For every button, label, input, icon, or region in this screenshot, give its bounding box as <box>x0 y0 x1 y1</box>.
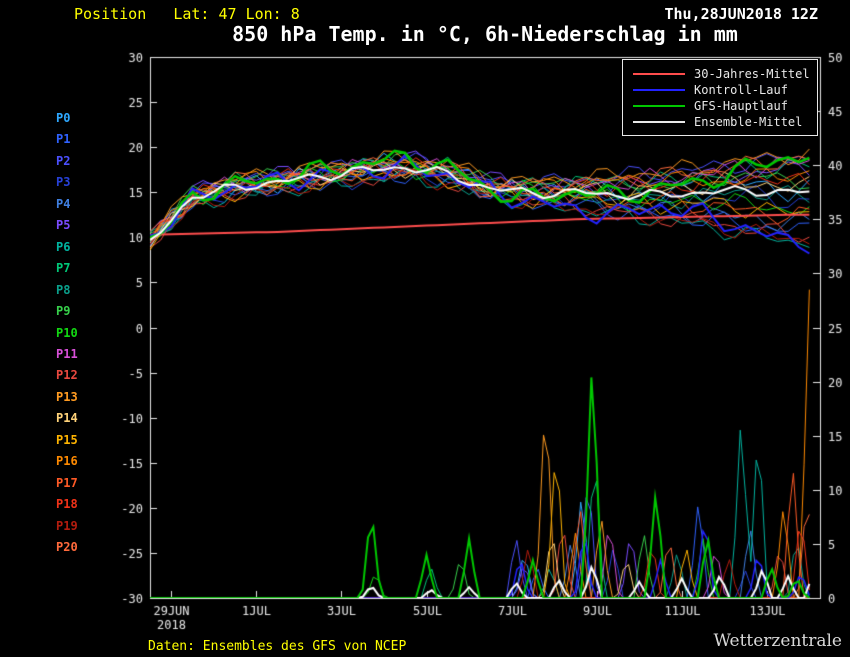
member-label-p15: P15 <box>56 432 78 447</box>
member-label-p11: P11 <box>56 346 78 361</box>
legend-label: GFS-Hauptlauf <box>694 99 788 113</box>
legend-line-swatch <box>633 121 685 123</box>
member-list: P0 P1 P2 P3 P4 P5 P6 P7 P8 P9 P10 P11 P12 P13 P14 P15 P1… <box>56 108 78 559</box>
member-label-p10: P10 <box>56 325 78 340</box>
legend: 30-Jahres-Mittel Kontroll-Lauf GFS-Hauptla… <box>622 59 818 136</box>
legend-label: Ensemble-Mittel <box>694 115 803 129</box>
legend-line-swatch <box>633 73 685 75</box>
data-source: Daten: Ensembles des GFS von NCEP <box>148 639 407 654</box>
run-datetime: Thu,28JUN2018 12Z <box>664 5 818 23</box>
member-label-p12: P12 <box>56 368 78 383</box>
member-label-p3: P3 <box>56 175 71 190</box>
legend-entry: GFS-Hauptlauf <box>633 98 817 114</box>
legend-line-swatch <box>633 89 685 91</box>
member-label-p4: P4 <box>56 196 71 211</box>
legend-entry: Kontroll-Lauf <box>633 82 817 98</box>
member-label-p14: P14 <box>56 411 78 426</box>
legend-label: Kontroll-Lauf <box>694 83 788 97</box>
member-label-p13: P13 <box>56 389 78 404</box>
member-label-p18: P18 <box>56 497 78 512</box>
member-label-p6: P6 <box>56 239 71 254</box>
brand-wetterzentrale: Wetterzentrale <box>713 631 842 651</box>
chart-title: 850 hPa Temp. in °C, 6h-Niederschlag in … <box>232 22 738 46</box>
position-readout: Position Lat: 47 Lon: 8 <box>74 5 300 23</box>
member-label-p5: P5 <box>56 218 71 233</box>
legend-entry: Ensemble-Mittel <box>633 114 817 130</box>
member-label-p8: P8 <box>56 282 71 297</box>
member-label-p7: P7 <box>56 261 71 276</box>
member-label-p2: P2 <box>56 153 71 168</box>
member-label-p20: P20 <box>56 540 78 555</box>
legend-line-swatch <box>633 105 685 107</box>
member-label-p16: P16 <box>56 454 78 469</box>
legend-label: 30-Jahres-Mittel <box>694 67 810 81</box>
member-label-p1: P1 <box>56 132 71 147</box>
member-label-p17: P17 <box>56 475 78 490</box>
member-label-p19: P19 <box>56 518 78 533</box>
member-label-p9: P9 <box>56 304 71 319</box>
member-label-p0: P0 <box>56 111 71 125</box>
legend-entry: 30-Jahres-Mittel <box>633 66 817 82</box>
